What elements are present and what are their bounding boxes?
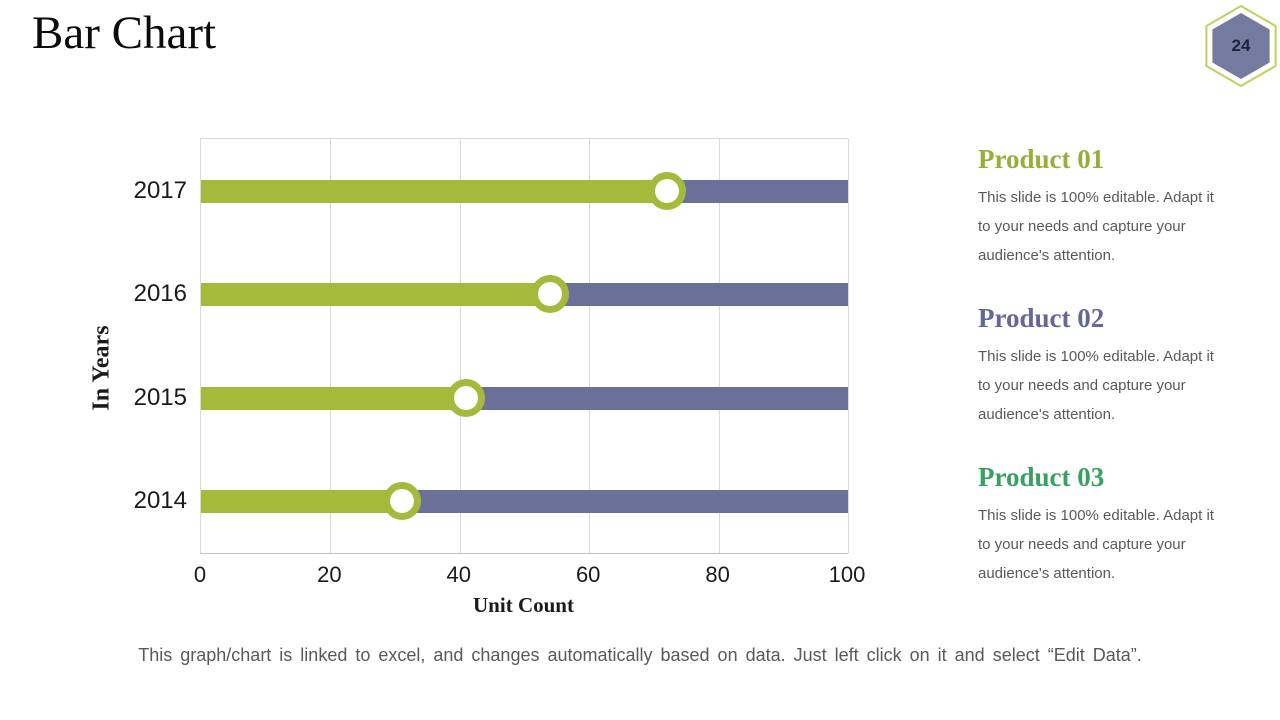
y-axis-title: In Years [88,325,115,411]
category-label: 2014 [133,487,187,515]
category-label: 2015 [133,383,187,411]
gridline [459,139,461,553]
bar-value[interactable] [201,283,551,307]
circle-marker[interactable] [531,275,570,314]
bar-chart-plot-area[interactable]: 2017 2016 2015 2014 [134,138,849,554]
product-02-description: This slide is 100% editable. Adapt it to… [978,348,1214,423]
x-tick-label: 40 [446,562,472,587]
gridline [589,139,591,553]
product-01-description: This slide is 100% editable. Adapt it to… [978,189,1214,264]
x-tick-label: 60 [575,562,601,587]
product-03-block: Product 03 This slide is 100% editable. … [978,462,1228,588]
products-panel: Product 01 This slide is 100% editable. … [978,144,1228,621]
category-label: 2016 [133,280,187,308]
bar-value[interactable] [201,386,467,410]
hexagon-icon [1205,4,1277,88]
product-01-title: Product 01 [978,144,1105,174]
x-tick-label: 100 [828,562,866,587]
x-tick-label: 0 [193,562,207,587]
slide-title: Bar Chart [32,7,217,59]
x-axis-title: Unit Count [473,593,574,617]
gridline [848,139,849,553]
page-number-badge: 24 [1203,4,1279,88]
x-tick-label: 20 [317,562,342,587]
bar-value[interactable] [201,490,402,514]
x-axis-ticks: 0 20 40 60 80 100 [194,562,865,590]
footer-note: This graph/chart is linked to excel, and… [138,645,1142,665]
category-label: 2017 [133,176,187,204]
product-01-block: Product 01 This slide is 100% editable. … [978,144,1228,270]
circle-marker[interactable] [647,171,686,210]
product-03-title: Product 03 [978,462,1105,492]
gridline [330,139,332,553]
page-number: 24 [1231,36,1251,55]
circle-marker[interactable] [447,378,486,417]
bar-value[interactable] [201,179,667,203]
circle-marker[interactable] [382,482,421,521]
x-tick-label: 80 [705,562,730,587]
gridline [718,139,720,553]
product-02-title: Product 02 [978,303,1105,333]
product-02-block: Product 02 This slide is 100% editable. … [978,303,1228,429]
product-03-description: This slide is 100% editable. Adapt it to… [978,507,1214,582]
